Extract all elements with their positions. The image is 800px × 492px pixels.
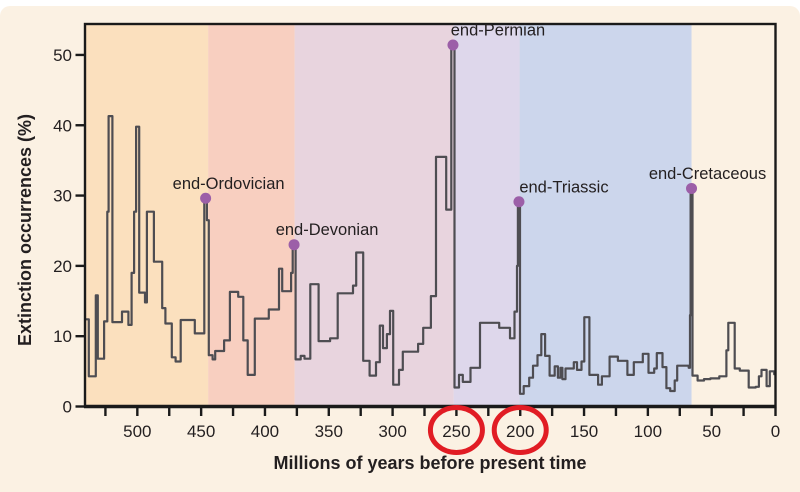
x-tick-label-0: 0 xyxy=(771,422,780,441)
x-tick-label-350: 350 xyxy=(315,422,343,441)
period-color-bands xyxy=(85,24,692,407)
extinction-curve xyxy=(85,45,776,395)
x-axis-title: Millions of years before present time xyxy=(273,453,586,473)
x-tick-label-400: 400 xyxy=(251,422,279,441)
emphasis-circle-250 xyxy=(427,405,485,455)
event-label-end-cretaceous: end-Cretaceous xyxy=(649,165,766,183)
x-tick-label-50: 50 xyxy=(702,422,721,441)
x-tick-label-500: 500 xyxy=(123,422,151,441)
period-band-3 xyxy=(453,24,520,407)
mass-extinction-markers: end-Ordovician end-Devonian end-Permian end… xyxy=(173,22,766,251)
event-marker-end-triassic xyxy=(513,196,525,208)
y-axis-title: Extinction occurrences (%) xyxy=(15,114,35,346)
event-label-end-ordovician: end-Ordovician xyxy=(173,175,285,193)
y-tick-label-0: 0 xyxy=(63,398,72,417)
event-label-end-triassic: end-Triassic xyxy=(519,178,608,196)
x-tick-label-300: 300 xyxy=(378,422,406,441)
y-tick-label-40: 40 xyxy=(53,116,72,135)
period-band-1 xyxy=(208,24,295,407)
x-tick-label-450: 450 xyxy=(187,422,215,441)
x-tick-label-150: 150 xyxy=(570,422,598,441)
period-band-2 xyxy=(294,24,454,407)
y-tick-label-50: 50 xyxy=(53,46,72,65)
event-marker-end-cretaceous xyxy=(686,182,698,194)
event-label-end-permian: end-Permian xyxy=(451,22,545,40)
event-marker-end-permian xyxy=(447,39,459,51)
x-tick-label-250: 250 xyxy=(442,422,470,441)
axis-ticks: 500 450 400 350 300 250 200 150 100 50 00102030405… xyxy=(53,46,780,441)
event-marker-end-ordovician xyxy=(200,192,212,204)
extinction-curve-layer xyxy=(85,45,776,395)
x-tick-label-200: 200 xyxy=(506,422,534,441)
y-tick-label-20: 20 xyxy=(53,257,72,276)
y-tick-label-10: 10 xyxy=(53,327,72,346)
period-band-4 xyxy=(519,24,692,407)
red-emphasis-circles xyxy=(427,405,549,455)
event-label-end-devonian: end-Devonian xyxy=(276,221,379,239)
emphasis-circle-200 xyxy=(491,405,549,455)
x-tick-label-100: 100 xyxy=(634,422,662,441)
y-tick-label-30: 30 xyxy=(53,187,72,206)
event-marker-end-devonian xyxy=(288,239,300,251)
